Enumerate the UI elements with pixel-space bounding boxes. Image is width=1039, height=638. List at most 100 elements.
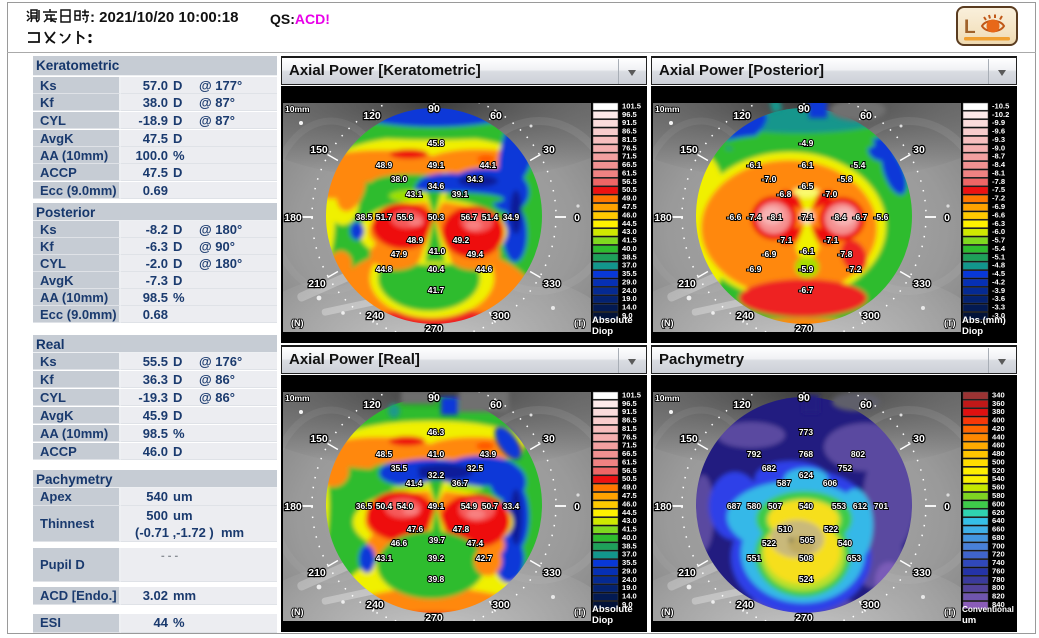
svg-text:50.5: 50.5 — [622, 185, 638, 194]
svg-text:60: 60 — [860, 110, 872, 122]
svg-text:507: 507 — [768, 501, 782, 511]
svg-text:-7.2: -7.2 — [992, 194, 1005, 203]
svg-text:71.5: 71.5 — [622, 441, 638, 450]
svg-text:46.0: 46.0 — [622, 210, 637, 219]
svg-text:48.9: 48.9 — [376, 160, 393, 170]
svg-text:-6.9: -6.9 — [762, 249, 777, 259]
svg-text:39.8: 39.8 — [428, 574, 445, 584]
svg-text:240: 240 — [736, 599, 754, 611]
svg-text:41.0: 41.0 — [428, 449, 445, 459]
svg-text:210: 210 — [308, 567, 326, 579]
svg-text:180: 180 — [284, 501, 302, 513]
svg-text:-3.6: -3.6 — [992, 294, 1005, 303]
svg-text:760: 760 — [992, 566, 1005, 575]
svg-text:40.4: 40.4 — [428, 264, 445, 274]
svg-text:41.5: 41.5 — [622, 236, 638, 245]
svg-text:49.0: 49.0 — [622, 194, 637, 203]
svg-text:35.5: 35.5 — [391, 463, 408, 473]
svg-text:29.0: 29.0 — [622, 277, 637, 286]
svg-text:210: 210 — [678, 567, 696, 579]
svg-text:740: 740 — [992, 558, 1005, 567]
svg-text:240: 240 — [736, 310, 754, 322]
svg-text:(T): (T) — [574, 318, 586, 328]
svg-text:10mm: 10mm — [655, 104, 680, 114]
svg-text:553: 553 — [832, 501, 846, 511]
svg-text:40.0: 40.0 — [622, 533, 637, 542]
svg-text:612: 612 — [853, 501, 867, 511]
svg-text:300: 300 — [492, 310, 510, 322]
svg-text:-8.7: -8.7 — [992, 152, 1005, 161]
svg-text:150: 150 — [310, 144, 328, 156]
svg-text:800: 800 — [992, 583, 1005, 592]
svg-text:120: 120 — [733, 110, 751, 122]
svg-text:24.0: 24.0 — [622, 575, 637, 584]
svg-text:38.5: 38.5 — [622, 541, 638, 550]
svg-text:-7.1: -7.1 — [778, 235, 793, 245]
svg-text:460: 460 — [992, 441, 1005, 450]
svg-text:-9.3: -9.3 — [992, 135, 1005, 144]
svg-text:300: 300 — [862, 310, 880, 322]
svg-text:780: 780 — [992, 575, 1005, 584]
svg-text:-6.6: -6.6 — [992, 210, 1005, 219]
svg-text:36.7: 36.7 — [452, 478, 469, 488]
svg-text:50.7: 50.7 — [482, 501, 499, 511]
svg-text:66.5: 66.5 — [622, 160, 638, 169]
svg-text:0: 0 — [944, 501, 950, 513]
svg-text:50.5: 50.5 — [622, 474, 638, 483]
svg-text:56.5: 56.5 — [622, 177, 638, 186]
svg-text:210: 210 — [678, 278, 696, 290]
svg-text:522: 522 — [824, 524, 838, 534]
svg-text:792: 792 — [747, 449, 761, 459]
svg-text:43.0: 43.0 — [622, 516, 637, 525]
svg-text:Diop: Diop — [962, 326, 983, 337]
svg-text:44.6: 44.6 — [476, 264, 493, 274]
svg-text:330: 330 — [543, 567, 561, 579]
svg-text:14.0: 14.0 — [622, 303, 637, 312]
svg-text:24.0: 24.0 — [622, 286, 637, 295]
svg-text:270: 270 — [795, 323, 813, 335]
svg-text:-7.2: -7.2 — [847, 264, 862, 274]
svg-text:-6.8: -6.8 — [777, 189, 792, 199]
svg-text:90: 90 — [798, 103, 810, 115]
svg-text:240: 240 — [366, 310, 384, 322]
svg-text:-6.3: -6.3 — [992, 219, 1005, 228]
svg-text:-7.1: -7.1 — [799, 212, 814, 222]
svg-text:43.1: 43.1 — [406, 189, 423, 199]
svg-text:-4.5: -4.5 — [992, 269, 1006, 278]
svg-text:840: 840 — [992, 600, 1005, 609]
svg-text:30: 30 — [913, 433, 925, 445]
svg-text:270: 270 — [795, 612, 813, 624]
svg-text:30: 30 — [543, 433, 555, 445]
svg-text:47.4: 47.4 — [467, 538, 484, 548]
svg-text:Absolute: Absolute — [592, 315, 633, 326]
svg-text:(N): (N) — [291, 607, 304, 617]
svg-text:-5.7: -5.7 — [992, 236, 1005, 245]
svg-text:700: 700 — [992, 541, 1005, 550]
svg-text:773: 773 — [799, 427, 813, 437]
svg-text:51.4: 51.4 — [482, 212, 499, 222]
svg-text:47.5: 47.5 — [622, 202, 638, 211]
svg-text:35.5: 35.5 — [622, 558, 638, 567]
svg-text:500: 500 — [992, 457, 1005, 466]
svg-text:37.0: 37.0 — [622, 550, 637, 559]
svg-text:210: 210 — [308, 278, 326, 290]
svg-text:510: 510 — [778, 524, 792, 534]
svg-text:56.7: 56.7 — [461, 212, 478, 222]
svg-text:606: 606 — [823, 478, 837, 488]
svg-text:-4.9: -4.9 — [799, 138, 814, 148]
svg-text:38.5: 38.5 — [622, 252, 638, 261]
svg-text:-6.9: -6.9 — [747, 264, 762, 274]
svg-text:580: 580 — [747, 501, 761, 511]
svg-text:-3.0: -3.0 — [992, 311, 1005, 320]
svg-text:30: 30 — [543, 144, 555, 156]
svg-text:41.4: 41.4 — [406, 478, 423, 488]
svg-text:32.2: 32.2 — [428, 470, 445, 480]
svg-text:90: 90 — [798, 392, 810, 404]
svg-text:340: 340 — [992, 390, 1005, 399]
svg-text:101.5: 101.5 — [622, 390, 642, 399]
svg-text:420: 420 — [992, 424, 1005, 433]
svg-text:10mm: 10mm — [285, 393, 310, 403]
svg-text:46.0: 46.0 — [622, 499, 637, 508]
svg-text:43.0: 43.0 — [622, 227, 637, 236]
svg-text:-9.9: -9.9 — [992, 118, 1005, 127]
